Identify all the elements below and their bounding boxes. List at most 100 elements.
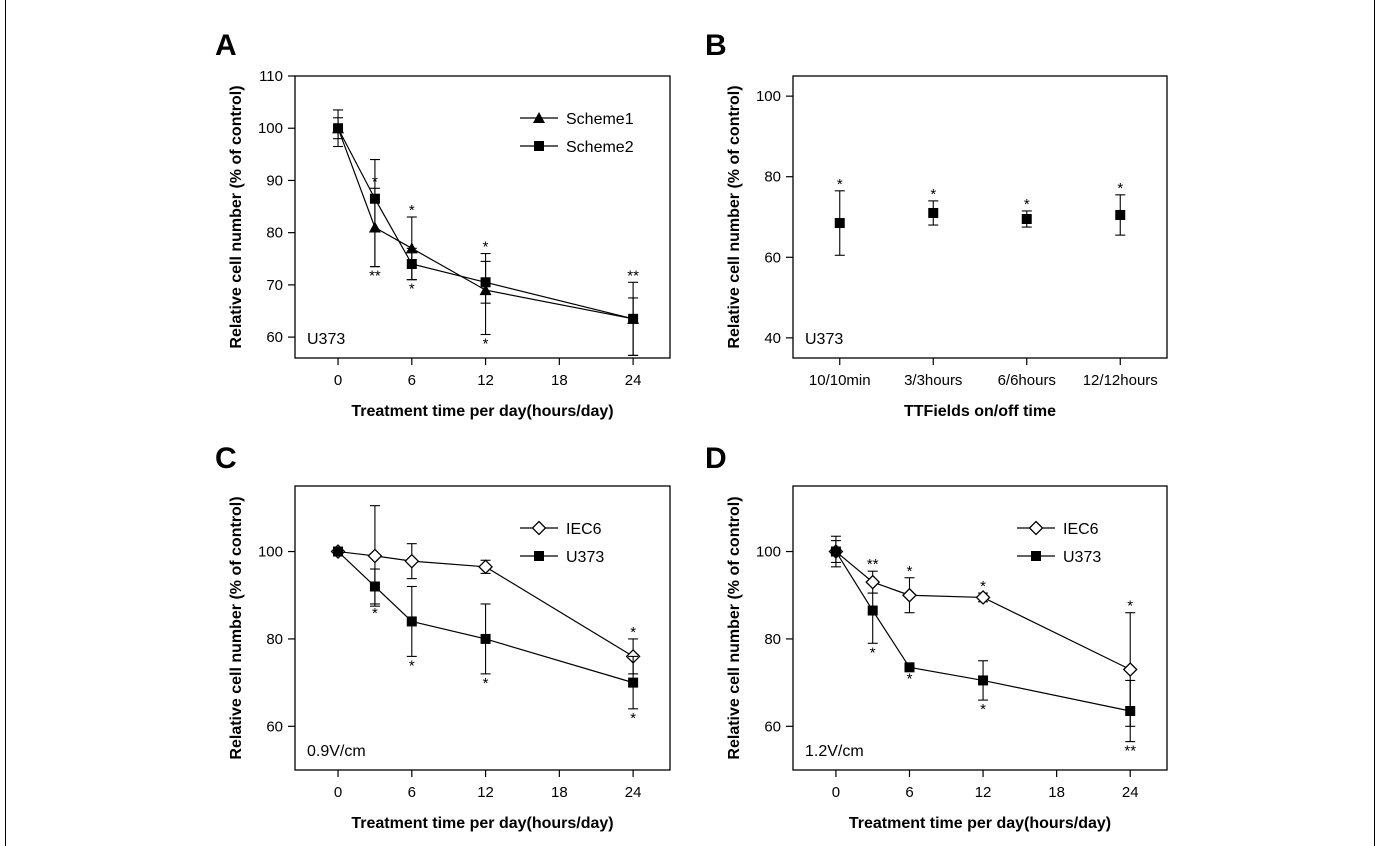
significance-label: * <box>409 657 415 674</box>
cell-line-label: U373 <box>805 331 843 348</box>
significance-label: * <box>930 186 936 203</box>
square-marker <box>480 277 491 288</box>
x-tick-label: 0 <box>334 784 342 801</box>
significance-label: * <box>372 605 378 622</box>
y-tick-label: 60 <box>764 249 781 266</box>
y-tick-label: 100 <box>756 544 781 561</box>
panel-letter: D <box>705 442 727 475</box>
significance-label: ** <box>1124 743 1136 760</box>
panel-letter: C <box>215 442 237 475</box>
series-line <box>835 551 1131 671</box>
y-tick-label: 80 <box>764 631 781 648</box>
x-tick-label: 12 <box>477 372 494 389</box>
panel-letter: B <box>705 29 727 62</box>
x-tick-label: 12 <box>477 784 494 801</box>
significance-label: * <box>837 176 843 193</box>
x-tick-label: 10/10min <box>809 372 871 389</box>
y-tick-label: 110 <box>259 68 283 85</box>
significance-label: * <box>1117 180 1123 197</box>
diamond-marker <box>902 587 917 603</box>
plot-frame <box>294 75 671 359</box>
x-tick-label: 24 <box>625 372 642 389</box>
x-tick-label: 12 <box>975 784 992 801</box>
x-tick-label: 6/6hours <box>998 372 1056 389</box>
y-axis-title: Relative cell number (% of control) <box>228 496 245 759</box>
square-marker <box>406 616 417 627</box>
x-tick-label: 12/12hours <box>1083 372 1158 389</box>
square-marker <box>534 551 544 561</box>
x-tick-label: 6 <box>905 784 913 801</box>
square-marker <box>904 662 915 673</box>
x-axis-title: Treatment time per day(hours/day) <box>351 403 613 420</box>
square-marker <box>628 677 639 688</box>
significance-label: ** <box>867 556 879 573</box>
square-marker <box>333 123 344 134</box>
x-tick-label: 6 <box>408 784 416 801</box>
y-tick-label: 40 <box>764 330 781 347</box>
y-tick-label: 60 <box>266 718 283 735</box>
significance-label: * <box>870 644 876 661</box>
y-tick-label: 100 <box>258 544 283 561</box>
y-axis-title: Relative cell number (% of control) <box>228 85 245 348</box>
significance-label: * <box>980 578 986 595</box>
square-marker <box>928 207 939 218</box>
y-tick-label: 100 <box>258 120 283 137</box>
significance-label: * <box>1024 196 1030 213</box>
diamond-marker <box>975 589 991 605</box>
square-marker <box>333 546 344 557</box>
significance-label: * <box>409 202 415 219</box>
x-tick-label: 24 <box>625 784 642 801</box>
square-marker <box>369 193 380 204</box>
x-tick-label: 18 <box>551 784 568 801</box>
chart-panel-d: D 60 80 100 0 6 12 18 24 Treatment time per day(h… <box>705 442 1168 832</box>
y-tick-label: 60 <box>764 718 781 735</box>
square-marker <box>534 141 544 151</box>
x-tick-label: 24 <box>1122 784 1139 801</box>
square-marker <box>1031 551 1041 561</box>
significance-label: * <box>907 671 913 688</box>
y-tick-label: 80 <box>266 225 283 242</box>
square-marker <box>628 313 639 324</box>
x-axis-title: TTFields on/off time <box>904 403 1056 420</box>
legend: IEC6 U373 <box>520 520 604 566</box>
square-marker <box>1021 214 1032 225</box>
panel-letter: A <box>215 29 237 62</box>
chart-panel-b: B 40 60 80 100 10/10min 3/3hours 6/6hours 12/12h… <box>705 29 1168 420</box>
series-u373: * * * * <box>333 546 639 727</box>
x-tick-label: 18 <box>551 372 568 389</box>
y-axis-title: Relative cell number (% of control) <box>726 85 743 348</box>
significance-label: ** <box>369 268 381 285</box>
triangle-marker <box>533 112 545 123</box>
legend-label: Scheme2 <box>566 139 634 156</box>
square-marker <box>867 605 878 616</box>
diamond-marker <box>478 559 493 575</box>
cell-line-label: 1.2V/cm <box>805 743 864 760</box>
legend: Scheme1 Scheme2 <box>520 111 634 156</box>
square-marker <box>480 633 491 644</box>
chart-panel-c: C 60 80 100 0 6 12 18 24 Treatment time per day(h… <box>215 442 671 832</box>
significance-label: * <box>907 563 913 580</box>
square-marker <box>1125 706 1136 717</box>
y-tick-label: 80 <box>764 169 781 186</box>
x-tick-label: 0 <box>334 372 342 389</box>
series-u373: ***** <box>830 540 1136 760</box>
y-axis-title: Relative cell number (% of control) <box>726 496 743 759</box>
square-marker <box>830 546 841 557</box>
significance-label: * <box>630 624 636 641</box>
legend-label: U373 <box>566 549 604 566</box>
square-marker <box>978 675 989 686</box>
cell-line-label: U373 <box>307 331 345 348</box>
square-marker <box>834 218 845 229</box>
x-tick-label: 0 <box>832 784 840 801</box>
diamond-marker <box>865 574 881 590</box>
chart-panel-a: A 60 70 80 90 100 110 0 6 12 18 24 Treatment time pe… <box>215 29 671 420</box>
legend-label: U373 <box>1063 549 1101 566</box>
x-axis-title: Treatment time per day(hours/day) <box>351 815 613 832</box>
x-axis-title: Treatment time per day(hours/day) <box>849 815 1111 832</box>
diamond-marker <box>1122 662 1138 677</box>
series-0: * * * * <box>834 176 1126 256</box>
significance-label: * <box>630 710 636 727</box>
diamond-marker <box>404 553 420 569</box>
significance-label: * <box>980 701 986 718</box>
y-tick-label: 100 <box>756 88 781 105</box>
